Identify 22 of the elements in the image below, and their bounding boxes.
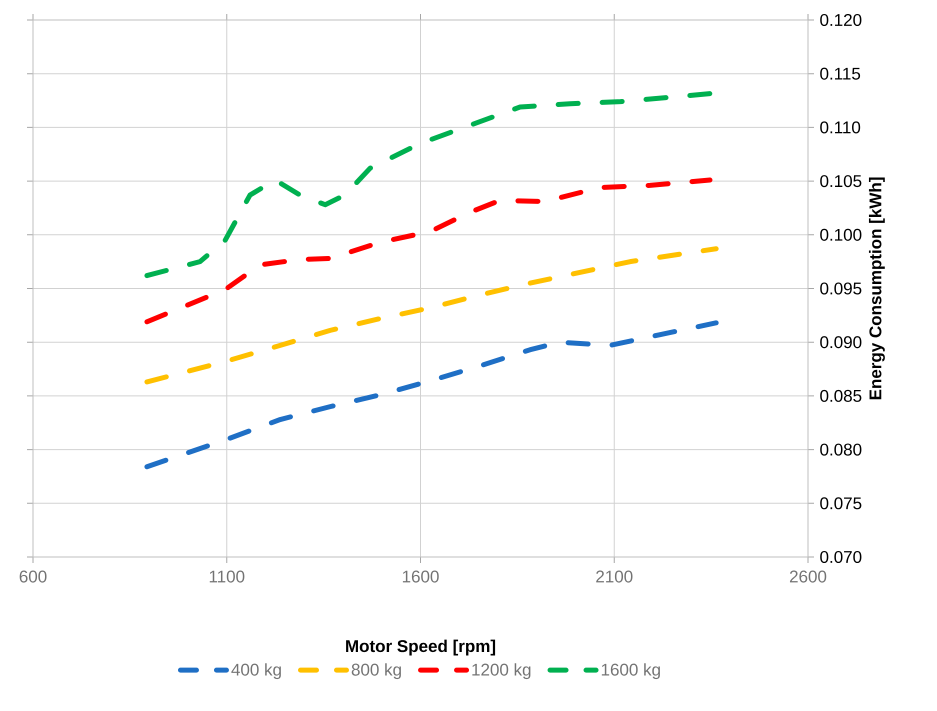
y-axis-title: Energy Consumption [kWh] (868, 178, 885, 400)
y-tick-label: 0.100 (820, 228, 862, 241)
x-tick-label: 2100 (596, 570, 632, 583)
y-tick-label: 0.105 (820, 175, 862, 188)
y-tick-label: 0.120 (820, 14, 862, 26)
y-tick-label: 0.075 (820, 497, 862, 510)
y-tick-label: 0.090 (820, 336, 862, 348)
y-tick-label: 0.115 (820, 68, 860, 80)
x-tick-label: 1600 (402, 570, 439, 583)
x-tick-label: 2600 (790, 570, 826, 583)
y-tick-label: 0.110 (820, 121, 860, 134)
legend-label: 1600 kg (602, 663, 660, 680)
x-tick-label: 600 (20, 570, 47, 583)
legend-label: 1200 kg (472, 663, 530, 680)
y-tick-label: 0.070 (820, 550, 862, 564)
x-tick-label: 1100 (210, 570, 244, 583)
legend-label: 400 kg (231, 663, 281, 680)
y-tick-label: 0.085 (820, 390, 862, 402)
legend-label: 800 kg (352, 663, 401, 680)
x-axis-title: Motor Speed [rpm] (346, 640, 496, 656)
y-tick-label: 0.095 (820, 282, 862, 295)
y-tick-label: 0.080 (820, 444, 862, 456)
